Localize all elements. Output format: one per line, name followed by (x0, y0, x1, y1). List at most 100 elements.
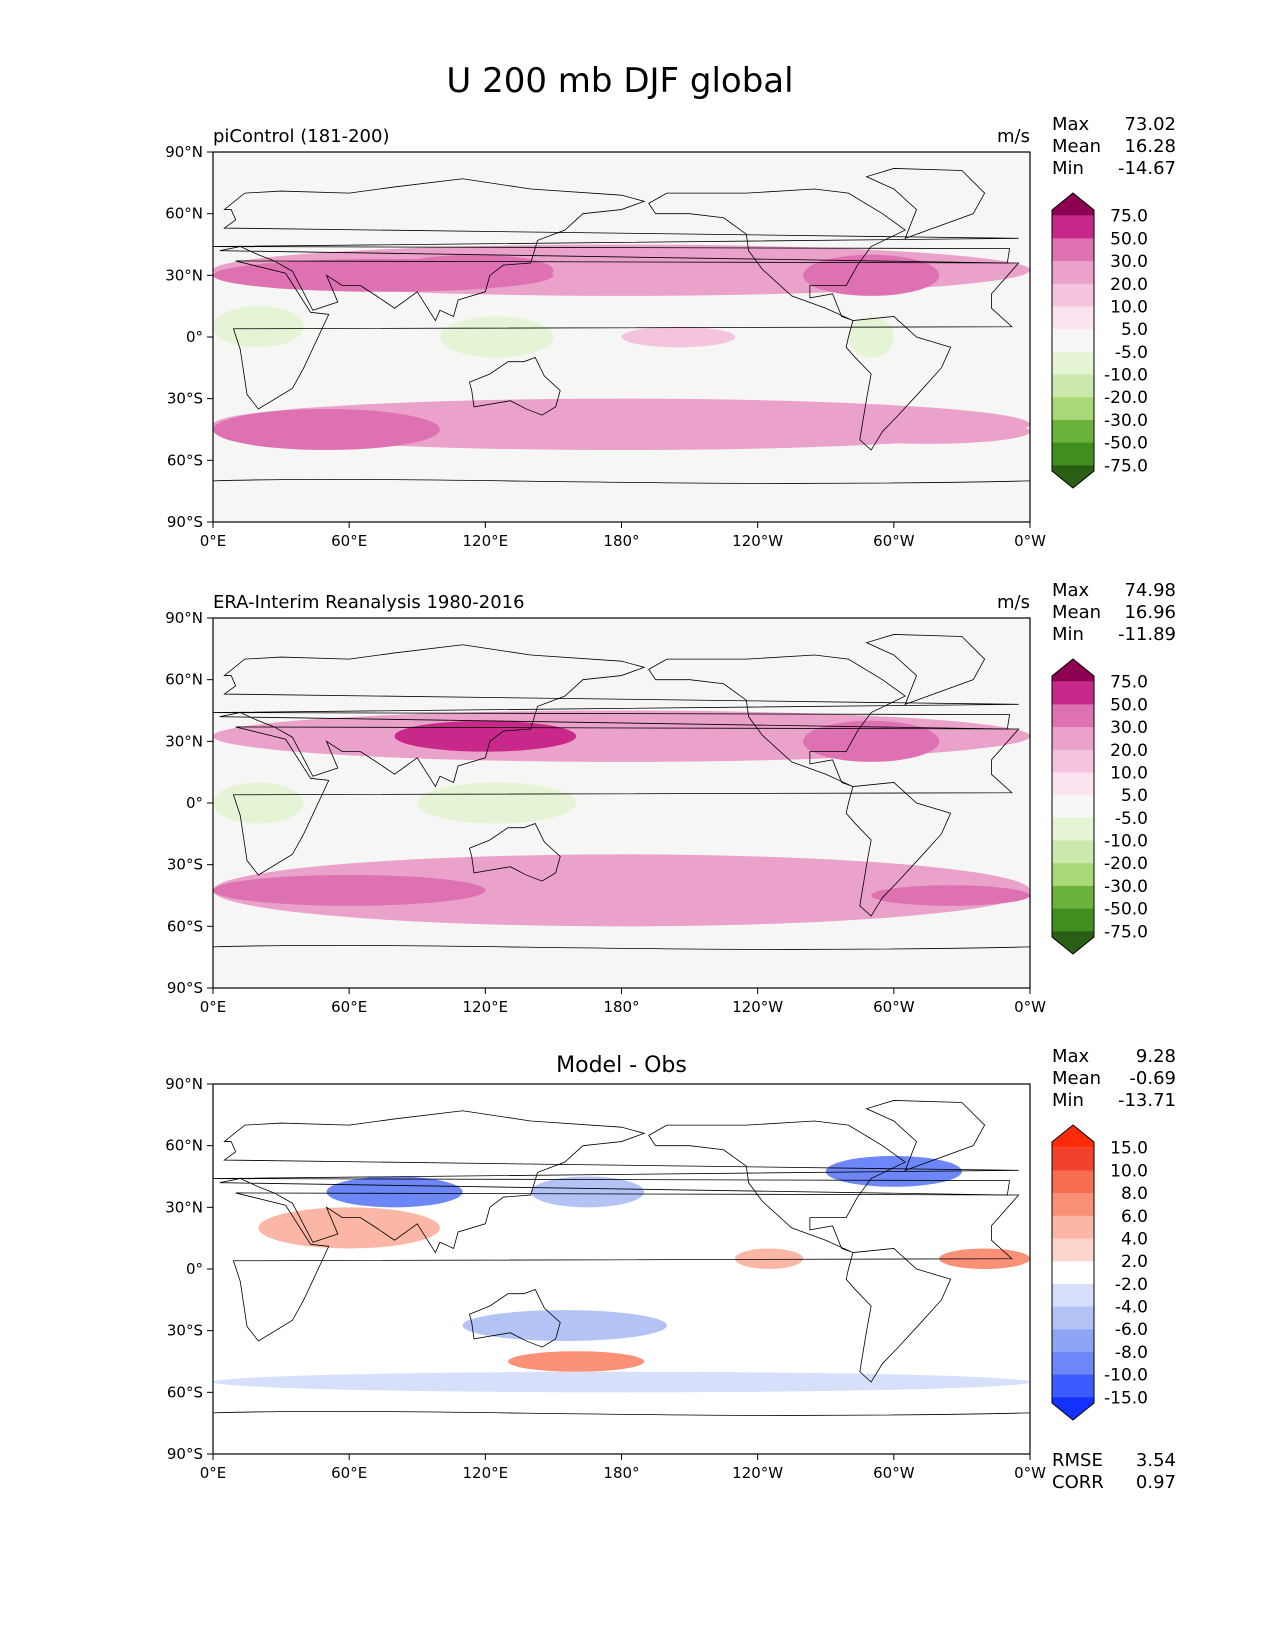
colorbar-label: 30.0 (1110, 252, 1148, 272)
coastline-path (232, 726, 1020, 876)
colorbar-label: 15.0 (1110, 1139, 1148, 1159)
colorbar-bin (1052, 817, 1094, 842)
x-tick-label: 60°W (873, 998, 915, 1016)
coastline-path (213, 644, 1019, 788)
colorbar-label: -50.0 (1104, 434, 1148, 454)
y-tick-label: 90°N (165, 143, 203, 161)
stat-label: Max (1052, 114, 1090, 135)
y-tick-label: 30°S (167, 1322, 203, 1340)
colorbar-label: 50.0 (1110, 695, 1148, 715)
colorbar-bin (1052, 1374, 1094, 1398)
figure-title: U 200 mb DJF global (446, 61, 793, 101)
y-tick-label: 30°N (165, 1198, 203, 1216)
y-tick-label: 90°S (167, 1445, 203, 1463)
stat-label: Min (1052, 1090, 1084, 1111)
colorbar-label: -10.0 (1104, 1366, 1148, 1386)
stat-value: 9.28 (1136, 1046, 1176, 1067)
colorbar-bin (1052, 1193, 1094, 1217)
y-tick-label: 60°N (165, 671, 203, 689)
colorbar-bin (1052, 1306, 1094, 1330)
colorbar-outline (1051, 658, 1095, 955)
colorbar-label: -50.0 (1104, 900, 1148, 920)
field-feature (394, 720, 577, 752)
colorbar-label: 5.0 (1121, 320, 1148, 340)
x-tick-label: 0°W (1014, 532, 1046, 550)
panel-title: Model - Obs (556, 1053, 687, 1078)
metric-value: 3.54 (1136, 1450, 1176, 1471)
coastline-path (845, 316, 952, 451)
x-tick-label: 60°E (331, 998, 367, 1016)
x-tick-label: 120°E (463, 532, 509, 550)
field-feature (848, 316, 894, 358)
panel-2: 0°E 60°E 120°E 180° 120°W 60°W 0°W 90°N 60°N 30°N… (165, 580, 1176, 1016)
field-feature (213, 782, 304, 824)
colorbar-label: -10.0 (1104, 832, 1148, 852)
x-tick-label: 180° (603, 998, 639, 1016)
colorbar-label: -6.0 (1115, 1320, 1148, 1340)
y-tick-label: 60°N (165, 1137, 203, 1155)
colorbar-bin (1052, 1147, 1094, 1171)
field-feature (734, 1248, 804, 1269)
field-feature (213, 306, 304, 348)
stat-label: Min (1052, 158, 1084, 179)
panel-3: 0°E 60°E 120°E 180° 120°W 60°W 0°W 90°N 60°N 30°N… (165, 1046, 1176, 1493)
y-tick-label: 90°N (165, 609, 203, 627)
colorbar-top-extend (1052, 659, 1094, 682)
panel-1: 0°E 60°E 120°E 180° 120°W 60°W 0°W 90°N 60°N 30°N… (165, 114, 1176, 550)
panel-title: piControl (181-200) (213, 126, 389, 147)
colorbar-bin (1052, 1238, 1094, 1262)
colorbar-label: -4.0 (1115, 1298, 1148, 1318)
x-tick-label: 120°W (732, 1464, 783, 1482)
colorbar-top-extend (1052, 193, 1094, 216)
stat-value: -13.71 (1118, 1090, 1176, 1111)
colorbar-bin (1052, 351, 1094, 376)
x-tick-label: 0°W (1014, 998, 1046, 1016)
colorbar-label: 10.0 (1110, 763, 1148, 783)
coastlines (213, 168, 1030, 484)
coastline-path (865, 634, 986, 706)
x-tick-label: 120°E (463, 1464, 509, 1482)
field-feature (417, 782, 577, 824)
field-feature (530, 1176, 645, 1208)
colorbar-bin (1052, 442, 1094, 466)
colorbar-bin (1052, 1261, 1094, 1285)
coastline-path (213, 178, 1019, 322)
x-tick-label: 60°W (873, 532, 915, 550)
stat-value: -11.89 (1118, 624, 1176, 645)
colorbar-outline (1051, 192, 1095, 489)
coastline-path (865, 168, 986, 240)
x-tick-label: 120°W (732, 998, 783, 1016)
coastline-path (232, 260, 1020, 410)
units-label: m/s (997, 592, 1030, 613)
antarctica-coast (213, 1410, 1030, 1416)
colorbar-bin (1052, 1283, 1094, 1308)
map-background (213, 618, 1030, 988)
stat-value: 16.28 (1124, 136, 1176, 157)
colorbar-label: 8.0 (1121, 1184, 1148, 1204)
coastline-path (468, 823, 561, 882)
antarctica-coast (213, 478, 1030, 484)
colorbar-label: -8.0 (1115, 1343, 1148, 1363)
field-feature (213, 854, 1030, 927)
metric-label: CORR (1052, 1472, 1104, 1493)
colorbar-label: 30.0 (1110, 718, 1148, 738)
coastline-path (648, 1120, 906, 1253)
colorbar-bin (1052, 749, 1094, 773)
colorbar-label: 20.0 (1110, 275, 1148, 295)
coastlines (213, 634, 1030, 950)
colorbar-label: 5.0 (1121, 786, 1148, 806)
stat-label: Min (1052, 624, 1084, 645)
coastline-path (468, 1289, 561, 1348)
colorbar-bin (1052, 908, 1094, 932)
colorbar-label: -5.0 (1115, 343, 1148, 363)
stat-value: -14.67 (1118, 158, 1176, 179)
colorbar-bin (1052, 329, 1094, 353)
y-tick-label: 30°S (167, 390, 203, 408)
field-feature (871, 885, 1030, 906)
colorbar-bottom-extend (1052, 465, 1094, 488)
colorbar-label: 20.0 (1110, 741, 1148, 761)
y-tick-label: 30°S (167, 856, 203, 874)
colorbar-bin (1052, 397, 1094, 421)
stat-label: Mean (1052, 136, 1101, 157)
x-tick-label: 120°E (463, 998, 509, 1016)
